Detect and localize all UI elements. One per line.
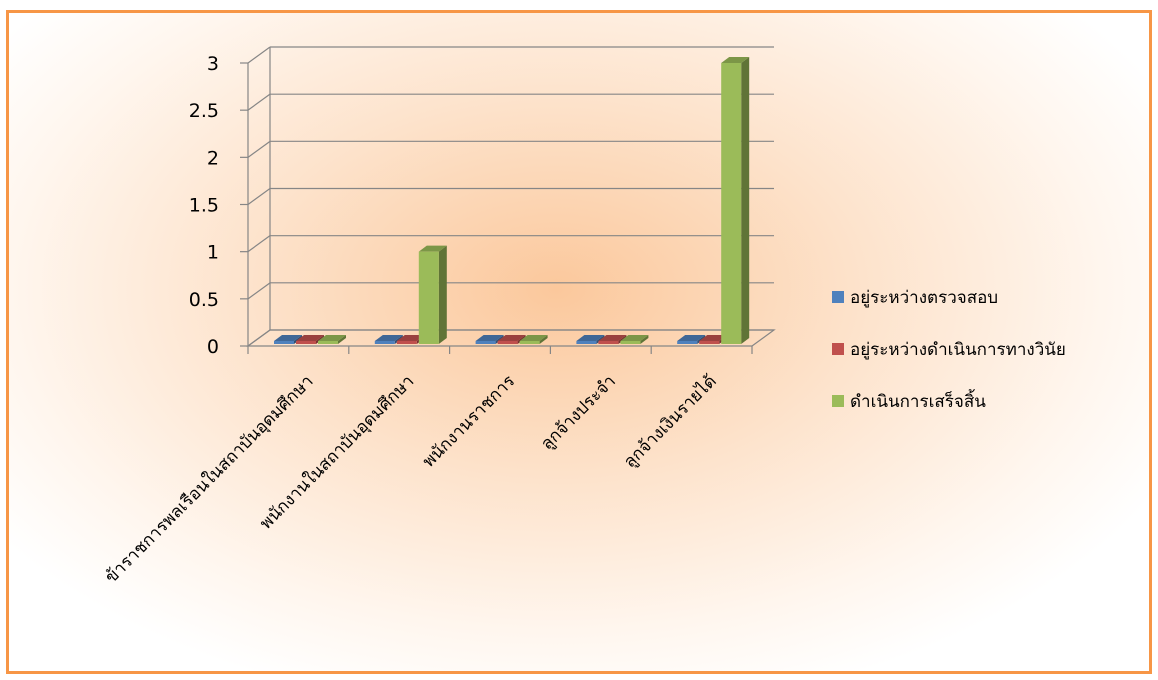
bar-side [438,245,447,344]
bar-3-5 [721,57,750,344]
bar-top [721,57,750,63]
bar-3-2 [418,245,447,344]
gridline-diagonal [247,235,271,253]
chart-floor [246,329,776,347]
bar-front [721,63,742,344]
legend: อยู่ระหว่างตรวจสอบอยู่ระหว่างดำเนินการทา… [832,288,1066,412]
gridline-diagonal [247,93,271,111]
bars [274,57,750,344]
bar-3-1 [318,335,346,344]
bar-front [677,341,698,344]
bar-front [418,251,439,344]
legend-swatch [832,395,844,407]
bar-front [576,341,597,344]
legend-label: อยู่ระหว่างดำเนินการทางวินัย [850,340,1066,360]
bar-top [296,335,324,341]
y-axis-ticks: 0 0.5 1 1.5 2 2.5 3 [189,53,219,358]
y-tick-label: 1.5 [189,195,219,217]
bar-front [519,341,540,344]
x-tick-label: ลูกจ้างเงินรายได้ [619,371,720,472]
bar-3-4 [620,335,649,344]
bar-top [598,335,627,341]
bar-side [741,57,750,344]
bar-side [539,335,548,344]
bar-top [519,335,548,341]
bar-top [374,335,403,341]
y-tick-label: 0 [207,336,219,358]
bar-front [699,341,720,344]
bar-top [274,335,302,341]
bar-top [620,335,649,341]
bar-top [677,335,706,341]
bar-top [396,335,425,341]
bar-front [318,341,338,344]
bar-top [576,335,605,341]
x-tick-label: ลูกจ้างประจำ [537,371,620,454]
gridline-diagonal [247,140,271,158]
bar-top [497,335,526,341]
bar-3-3 [519,335,548,344]
y-tick-label: 2.5 [189,100,219,122]
x-tick-label: พนักงานราชการ [419,371,519,471]
legend-label: ดำเนินการเสร็จสิ้น [850,389,986,412]
x-axis-labels: ข้าราชการพลเรือนในสถาบันอุดมศึกษา พนักงาน… [101,371,721,588]
bar-front [475,341,496,344]
bar-top [418,245,447,252]
bar-front [497,341,518,344]
gridline-diagonal [247,188,271,205]
y-tick-label: 1 [207,242,219,264]
y-tick-label: 0.5 [189,289,219,311]
gridline-diagonal [247,282,271,300]
bar-side [338,335,346,344]
x-tick-label: ข้าราชการพลเรือนในสถาบันอุดมศึกษา [101,371,318,588]
bar-top [318,335,346,341]
legend-swatch [832,343,844,355]
legend-label: อยู่ระหว่างตรวจสอบ [850,288,998,308]
bar-front [598,341,619,344]
gridlines [240,46,776,354]
bar-front [396,341,417,344]
bar-side [640,335,649,344]
bar-top [475,335,504,341]
gridline-diagonal [247,46,271,64]
legend-swatch [832,291,844,303]
bar-front [296,341,316,344]
bar-front [374,341,395,344]
bar-front [274,341,294,344]
y-tick-label: 3 [207,53,219,75]
bar-front [620,341,641,344]
bar-top [699,335,728,341]
y-tick-label: 2 [207,147,219,169]
